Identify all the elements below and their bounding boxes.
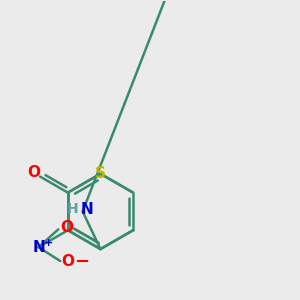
Text: O: O xyxy=(60,220,73,235)
Text: +: + xyxy=(44,238,53,248)
Text: S: S xyxy=(95,166,106,181)
Text: H: H xyxy=(67,202,79,216)
Text: N: N xyxy=(80,202,93,217)
Text: O: O xyxy=(62,254,75,268)
Text: N: N xyxy=(32,240,45,255)
Text: −: − xyxy=(74,253,90,271)
Text: O: O xyxy=(27,165,40,180)
